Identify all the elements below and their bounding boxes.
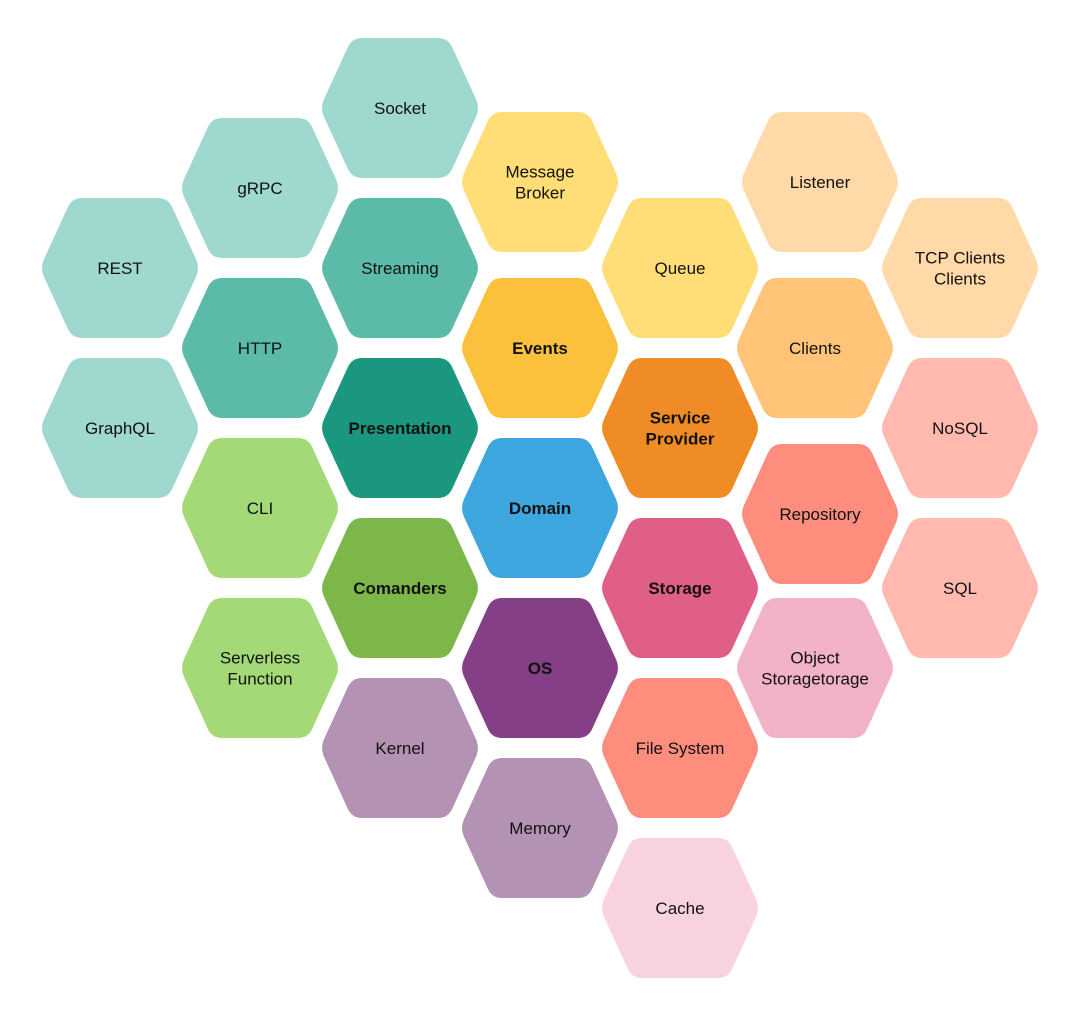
hex-label-rest: REST <box>97 259 142 278</box>
hex-shape-graphql <box>42 358 198 498</box>
hex-clients: Clients <box>737 278 893 418</box>
hex-label-clients: Clients <box>789 339 841 358</box>
hex-shape-storage <box>602 518 758 658</box>
hex-label-memory: Memory <box>509 819 571 838</box>
hex-shape-os <box>462 598 618 738</box>
hex-events: Events <box>462 278 618 418</box>
hex-shape-repository <box>742 444 898 584</box>
hex-label-message-broker-line-1: Message <box>506 163 575 182</box>
hex-kernel: Kernel <box>322 678 478 818</box>
hex-message-broker: Message Broker <box>462 112 618 252</box>
hex-shape-rest <box>42 198 198 338</box>
hex-repository: Repository <box>742 444 898 584</box>
hex-label-cli: CLI <box>247 499 273 518</box>
hex-shape-serverless-function <box>182 598 338 738</box>
hex-graphql: GraphQL <box>42 358 198 498</box>
hex-presentation: Presentation <box>322 358 478 498</box>
hex-label-kernel: Kernel <box>375 739 424 758</box>
hex-label-nosql: NoSQL <box>932 419 988 438</box>
hex-shape-domain <box>462 438 618 578</box>
hex-service-provider: Service Provider <box>602 358 758 498</box>
hex-socket: Socket <box>322 38 478 178</box>
hex-file-system: File System <box>602 678 758 818</box>
hex-nosql: NoSQL <box>882 358 1038 498</box>
hex-shape-http <box>182 278 338 418</box>
hex-listener: Listener <box>742 112 898 252</box>
hex-serverless-function: Serverless Function <box>182 598 338 738</box>
hex-http: HTTP <box>182 278 338 418</box>
hex-label-object-storage-line-1: Object <box>790 649 839 668</box>
hex-shape-cache <box>602 838 758 978</box>
hex-memory: Memory <box>462 758 618 898</box>
hex-label-os: OS <box>528 659 553 678</box>
hex-shape-queue <box>602 198 758 338</box>
hex-domain: Domain <box>462 438 618 578</box>
hex-label-serverless-function-line-2: Function <box>227 670 292 689</box>
hex-label-grpc: gRPC <box>237 179 282 198</box>
hex-label-tcp-clients-line-1: TCP Clients <box>915 249 1005 268</box>
hex-shape-presentation <box>322 358 478 498</box>
hex-label-presentation: Presentation <box>349 419 452 438</box>
hex-shape-message-broker <box>462 112 618 252</box>
hex-shape-nosql <box>882 358 1038 498</box>
hex-shape-memory <box>462 758 618 898</box>
hex-shape-sql <box>882 518 1038 658</box>
hex-grpc: gRPC <box>182 118 338 258</box>
hex-queue: Queue <box>602 198 758 338</box>
hex-shape-grpc <box>182 118 338 258</box>
hex-os: OS <box>462 598 618 738</box>
hex-object-storage: Object Storagetorage <box>737 598 893 738</box>
hex-shape-events <box>462 278 618 418</box>
hex-shape-listener <box>742 112 898 252</box>
hex-shape-streaming <box>322 198 478 338</box>
hex-label-events: Events <box>512 339 568 358</box>
hex-label-storage: Storage <box>648 579 711 598</box>
hex-label-object-storage-line-2: Storagetorage <box>761 670 869 689</box>
hex-shape-service-provider <box>602 358 758 498</box>
hex-shape-kernel <box>322 678 478 818</box>
hex-storage: Storage <box>602 518 758 658</box>
hex-rest: REST <box>42 198 198 338</box>
hex-label-serverless-function-line-1: Serverless <box>220 649 300 668</box>
hex-streaming: Streaming <box>322 198 478 338</box>
hex-cli: CLI <box>182 438 338 578</box>
hex-shape-object-storage <box>737 598 893 738</box>
hex-label-socket: Socket <box>374 99 426 118</box>
hex-shape-file-system <box>602 678 758 818</box>
hex-label-service-provider-line-1: Service <box>650 409 711 428</box>
hex-label-http: HTTP <box>238 339 282 358</box>
hex-label-comanders: Comanders <box>353 579 447 598</box>
hex-label-domain: Domain <box>509 499 571 518</box>
hex-sql: SQL <box>882 518 1038 658</box>
hex-tcp-clients: TCP Clients Clients <box>882 198 1038 338</box>
hex-label-graphql: GraphQL <box>85 419 155 438</box>
hex-label-message-broker-line-2: Broker <box>515 184 565 203</box>
hex-shape-tcp-clients <box>882 198 1038 338</box>
hex-label-queue: Queue <box>654 259 705 278</box>
hex-comanders: Comanders <box>322 518 478 658</box>
hex-shape-socket <box>322 38 478 178</box>
hex-label-streaming: Streaming <box>361 259 438 278</box>
hex-shape-cli <box>182 438 338 578</box>
hex-label-tcp-clients-line-2: Clients <box>934 270 986 289</box>
hex-shape-comanders <box>322 518 478 658</box>
hex-shape-clients <box>737 278 893 418</box>
hex-cache: Cache <box>602 838 758 978</box>
hex-label-sql: SQL <box>943 579 977 598</box>
hex-label-listener: Listener <box>790 173 851 192</box>
hex-label-repository: Repository <box>779 505 861 524</box>
hex-label-service-provider-line-2: Provider <box>646 430 715 449</box>
hex-label-file-system: File System <box>636 739 725 758</box>
hex-label-cache: Cache <box>655 899 704 918</box>
